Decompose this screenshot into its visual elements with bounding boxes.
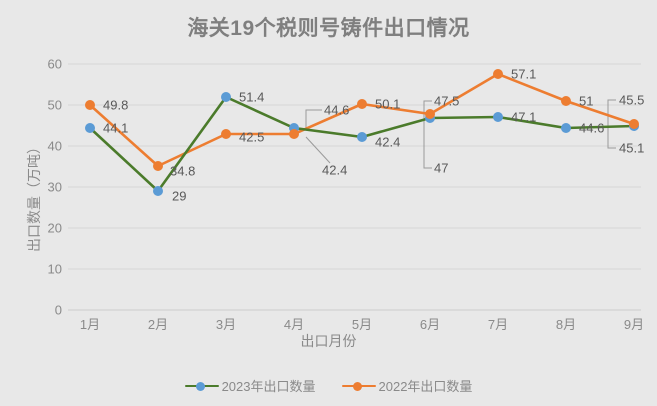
- data-label-2023-m6: 47: [434, 160, 449, 176]
- x-tick-6: 6月: [419, 317, 441, 332]
- data-label-2022-m8: 51: [579, 93, 594, 109]
- y-tick-50: 50: [47, 97, 62, 113]
- data-label-2022-m5: 50.1: [375, 96, 401, 112]
- y-tick-30: 30: [47, 179, 62, 195]
- series-line-2022: [88, 72, 636, 168]
- data-label-2022-m2: 34.8: [170, 163, 196, 179]
- data-label-2023-m8: 44.6: [579, 120, 605, 136]
- y-tick-20: 20: [47, 220, 62, 236]
- x-tick-3: 3月: [215, 317, 237, 332]
- data-label-2022-m7: 57.1: [511, 66, 537, 82]
- y-tick-40: 40: [47, 138, 62, 154]
- data-label-2022-m1: 49.8: [103, 97, 129, 113]
- series-markers-2022: [85, 69, 639, 171]
- chart-title: 海关19个税则号铸件出口情况: [187, 17, 470, 40]
- x-tick-5: 5月: [351, 317, 373, 332]
- x-tick-7: 7月: [487, 317, 509, 332]
- y-tick-0: 0: [54, 302, 62, 318]
- chart-legend: 2023年出口数量 2022年出口数量: [0, 376, 657, 395]
- data-label-2023-m2: 29: [172, 188, 187, 204]
- legend-label-2023: 2023年出口数量: [221, 379, 316, 394]
- legend-swatch-2023-icon: [184, 380, 219, 392]
- x-axis-title: 出口月份: [300, 333, 357, 349]
- label-leader-lines: [305, 99, 616, 169]
- x-tick-9: 9月: [623, 317, 645, 332]
- x-tick-4: 4月: [283, 317, 305, 332]
- data-label-2022-m4: 42.4: [322, 162, 348, 178]
- data-label-2022-m9: 45.5: [619, 92, 645, 108]
- y-tick-60: 60: [47, 56, 62, 72]
- x-tick-2: 2月: [147, 317, 169, 332]
- data-label-2023-m1: 44.1: [103, 120, 129, 136]
- data-label-2023-m5: 42.4: [375, 134, 401, 150]
- data-label-2022-m6: 47.5: [434, 93, 460, 109]
- x-tick-1: 1月: [79, 317, 101, 332]
- legend-label-2022: 2022年出口数量: [378, 379, 473, 394]
- legend-item-2023[interactable]: 2023年出口数量: [184, 376, 316, 395]
- x-tick-8: 8月: [555, 317, 577, 332]
- data-label-2023-m4: 44.6: [324, 102, 350, 118]
- data-label-2023-m7: 47.1: [511, 109, 537, 125]
- gridlines: [68, 63, 641, 311]
- data-label-2023-m3: 51.4: [239, 89, 265, 105]
- data-label-2022-m3: 42.5: [239, 129, 265, 145]
- data-label-2023-m9: 45.1: [619, 140, 645, 156]
- legend-item-2022[interactable]: 2022年出口数量: [341, 376, 473, 395]
- y-tick-10: 10: [47, 261, 62, 277]
- legend-swatch-2022-icon: [341, 380, 376, 392]
